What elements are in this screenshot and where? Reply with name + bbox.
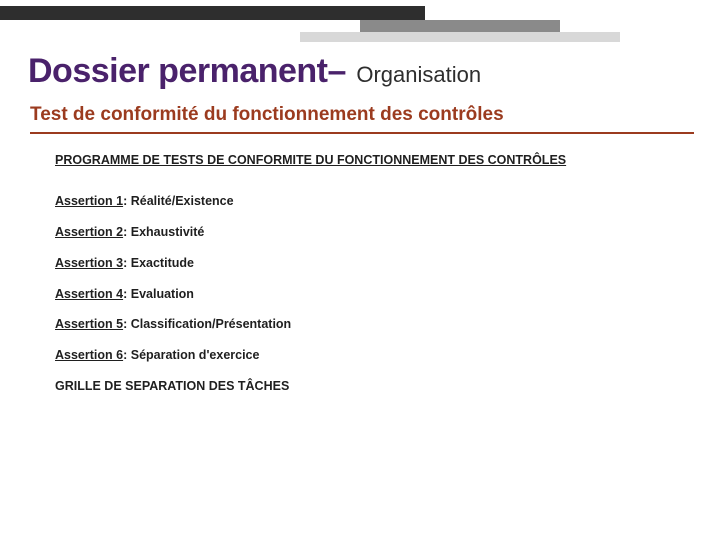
assertion-separator: : [123, 317, 131, 331]
title-sub: Organisation [356, 62, 481, 87]
assertion-separator: : [123, 225, 131, 239]
assertion-label: Assertion 5 [55, 317, 123, 331]
assertion-text: Classification/Présentation [131, 317, 291, 331]
title-main: Dossier permanent– [28, 52, 346, 90]
slide: Dossier permanent– Organisation Test de … [0, 0, 720, 540]
title-block: Dossier permanent– Organisation [28, 52, 700, 91]
assertion-item: Assertion 1: Réalité/Existence [55, 193, 680, 210]
footer-line: GRILLE DE SEPARATION DES TÂCHES [55, 378, 680, 395]
assertion-item: Assertion 4: Evaluation [55, 286, 680, 303]
assertion-item: Assertion 6: Séparation d'exercice [55, 347, 680, 364]
assertion-label: Assertion 1 [55, 194, 123, 208]
assertion-text: Réalité/Existence [131, 194, 234, 208]
assertion-item: Assertion 5: Classification/Présentation [55, 316, 680, 333]
divider-rule [30, 132, 694, 134]
decor-bar-mid [360, 20, 560, 32]
assertion-label: Assertion 3 [55, 256, 123, 270]
assertion-item: Assertion 2: Exhaustivité [55, 224, 680, 241]
assertion-text: Exactitude [131, 256, 194, 270]
assertion-separator: : [123, 194, 131, 208]
decor-bar-dark [0, 6, 425, 20]
decor-bar-lite [300, 32, 620, 42]
subtitle: Test de conformité du fonctionnement des… [30, 104, 504, 126]
assertion-separator: : [123, 256, 131, 270]
assertion-text: Séparation d'exercice [131, 348, 260, 362]
program-heading: PROGRAMME DE TESTS DE CONFORMITE DU FONC… [55, 152, 680, 169]
body: PROGRAMME DE TESTS DE CONFORMITE DU FONC… [55, 152, 680, 395]
assertion-text: Evaluation [131, 287, 194, 301]
assertion-list: Assertion 1: Réalité/ExistenceAssertion … [55, 193, 680, 364]
assertion-label: Assertion 6 [55, 348, 123, 362]
assertion-label: Assertion 2 [55, 225, 123, 239]
assertion-text: Exhaustivité [131, 225, 205, 239]
assertion-separator: : [123, 348, 131, 362]
assertion-label: Assertion 4 [55, 287, 123, 301]
assertion-separator: : [123, 287, 131, 301]
assertion-item: Assertion 3: Exactitude [55, 255, 680, 272]
